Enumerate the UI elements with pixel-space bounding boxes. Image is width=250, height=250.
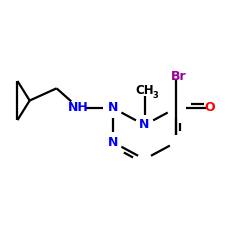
Text: N: N <box>108 102 118 114</box>
Text: N: N <box>108 136 118 148</box>
Text: 3: 3 <box>153 91 158 100</box>
Text: CH: CH <box>135 84 154 97</box>
Text: N: N <box>139 118 150 132</box>
Text: NH: NH <box>68 102 89 114</box>
Text: O: O <box>204 102 215 114</box>
Text: Br: Br <box>171 70 186 82</box>
